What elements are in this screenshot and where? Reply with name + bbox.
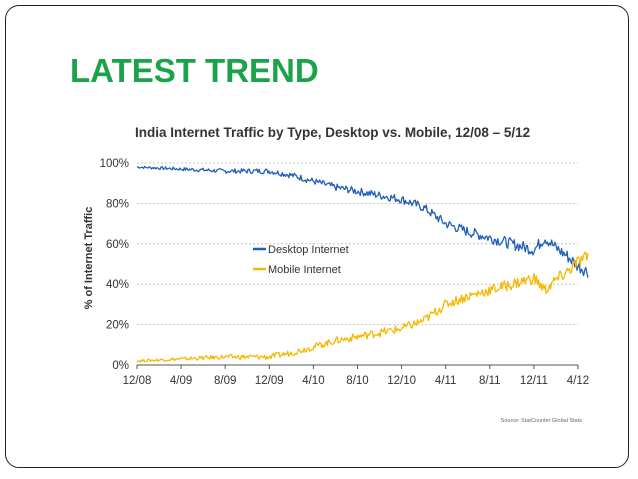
x-tick-label: 4/11 xyxy=(435,375,457,387)
x-tick-label: 8/10 xyxy=(346,375,368,387)
slide-title: LATEST TREND xyxy=(70,52,319,89)
y-axis-label: % of Internet Traffic xyxy=(83,207,95,310)
x-tick-label: 12/10 xyxy=(387,375,416,387)
series-line-mobile xyxy=(136,251,589,363)
series-lines xyxy=(136,165,589,363)
series-line-desktop xyxy=(136,165,589,278)
y-tick-label: 0% xyxy=(112,360,129,372)
y-axis-ticks: 0% 20% 40% 60% 80% 100% xyxy=(100,158,129,372)
x-tick-label: 12/09 xyxy=(255,375,284,387)
x-tick-label: 8/11 xyxy=(479,375,501,387)
x-tick-label: 4/10 xyxy=(302,375,324,387)
y-tick-label: 40% xyxy=(106,279,129,291)
source-note: Source: StatCounter Global Stats xyxy=(501,418,583,424)
y-tick-label: 20% xyxy=(106,320,129,332)
x-tick-label: 4/09 xyxy=(170,375,192,387)
legend-label-mobile: Mobile Internet xyxy=(268,264,341,276)
x-tick-label: 12/11 xyxy=(520,375,548,387)
x-axis-ticks: 12/08 4/09 8/09 12/09 4/10 8/10 12/10 4/11 8/11 1… xyxy=(123,365,589,387)
x-tick-label: 8/09 xyxy=(214,375,236,387)
chart-title: India Internet Traffic by Type, Desktop … xyxy=(135,125,530,140)
x-tick-label: 12/08 xyxy=(123,375,152,387)
x-tick-label: 4/12 xyxy=(567,375,589,387)
y-tick-label: 80% xyxy=(106,198,129,210)
slide-frame xyxy=(5,5,629,468)
y-tick-label: 100% xyxy=(100,158,129,170)
legend: Desktop Internet Mobile Internet xyxy=(253,244,349,276)
y-tick-label: 60% xyxy=(106,239,129,251)
legend-label-desktop: Desktop Internet xyxy=(268,244,349,256)
